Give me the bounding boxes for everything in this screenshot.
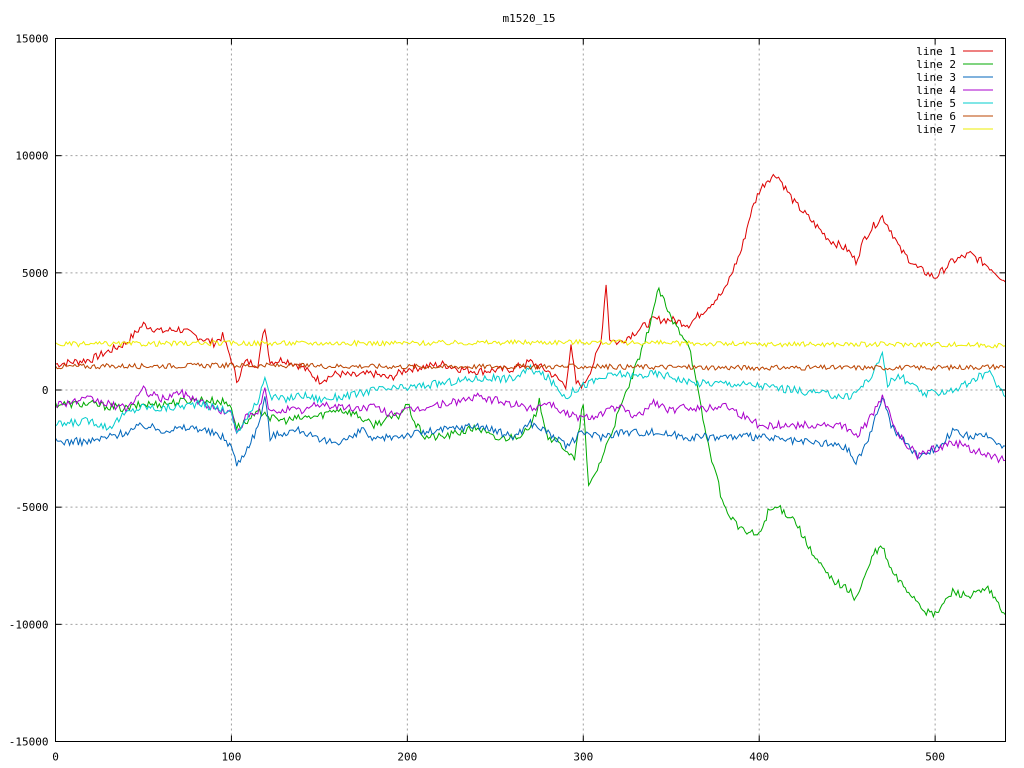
x-tick-label: 100 <box>221 751 241 764</box>
axis-ticks: -15000 -10000 -5000 0 5000 10000 15000 0 100 200 3… <box>9 33 1006 764</box>
grid <box>55 38 1006 742</box>
legend-label: line 4 <box>916 84 956 97</box>
legend-label: line 2 <box>916 58 956 71</box>
legend-label: line 5 <box>916 97 956 110</box>
series-line-6 <box>55 361 1006 372</box>
plot-frame <box>55 38 1006 742</box>
series-line-7 <box>55 338 1006 349</box>
legend-label: line 7 <box>916 123 956 136</box>
series-lines <box>55 173 1006 619</box>
y-tick-label: 10000 <box>15 150 48 163</box>
series-line-5 <box>55 350 1006 434</box>
series-line-1 <box>55 173 1006 391</box>
y-tick-label: -15000 <box>9 736 49 749</box>
y-tick-label: 5000 <box>22 267 49 280</box>
series-line-2 <box>55 286 1006 619</box>
series-line-4 <box>55 385 1006 464</box>
x-tick-label: 200 <box>397 751 417 764</box>
y-tick-label: 15000 <box>15 33 48 46</box>
x-tick-label: 300 <box>573 751 593 764</box>
legend-label: line 3 <box>916 71 956 84</box>
y-tick-label: -10000 <box>9 618 49 631</box>
series-line-3 <box>55 396 1006 467</box>
legend-label: line 6 <box>916 110 956 123</box>
legend-label: line 1 <box>916 45 956 58</box>
y-tick-label: 0 <box>42 384 49 397</box>
x-tick-label: 400 <box>749 751 769 764</box>
x-tick-label: 500 <box>925 751 945 764</box>
x-tick-label: 0 <box>52 751 59 764</box>
y-tick-label: -5000 <box>15 501 48 514</box>
chart-title: m1520_15 <box>503 12 556 25</box>
